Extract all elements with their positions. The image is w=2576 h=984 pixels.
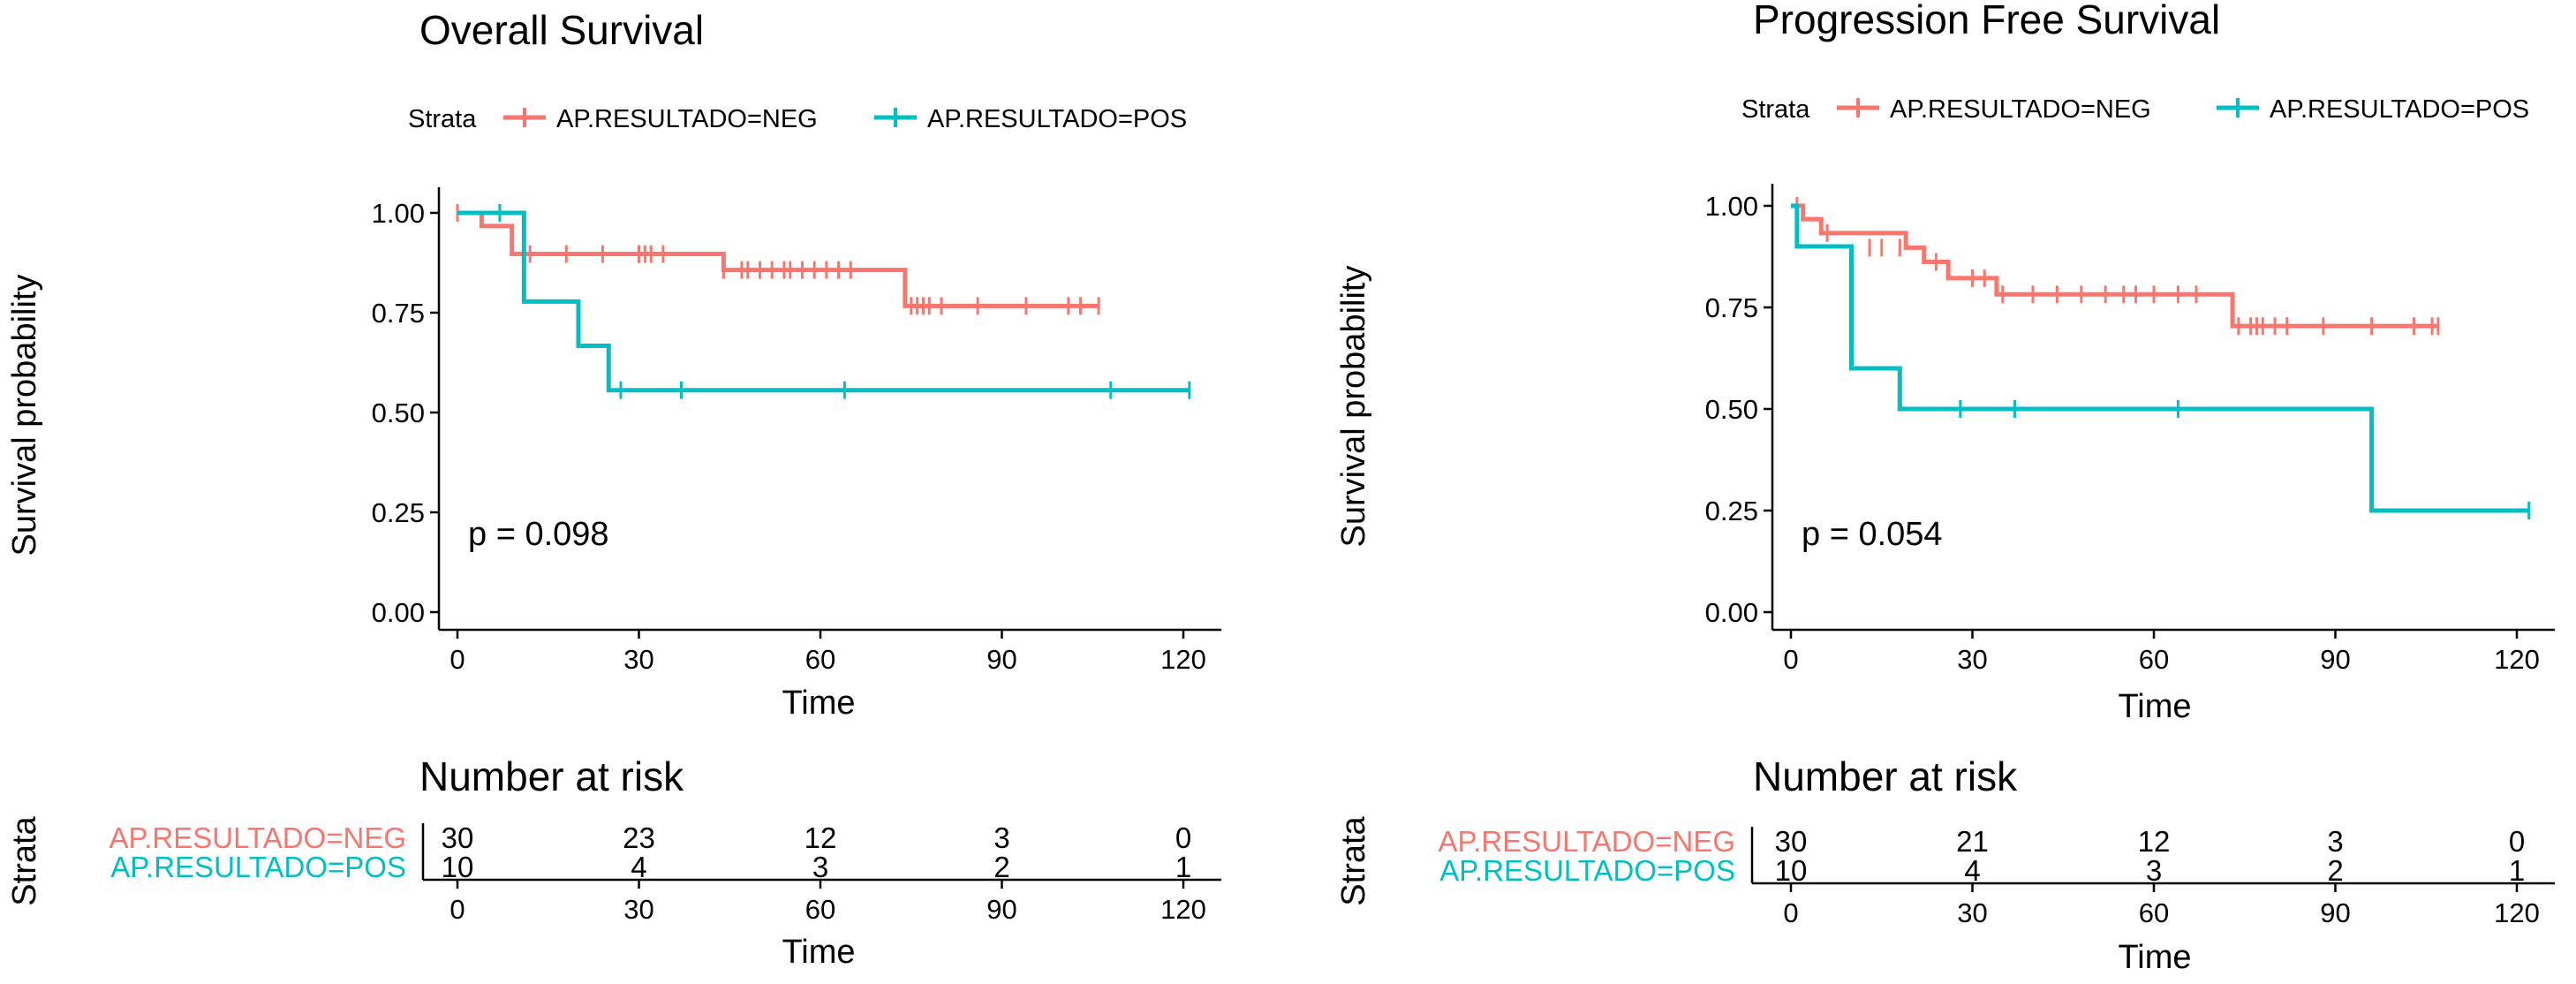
risk-count: 1 (1175, 851, 1191, 883)
risk-x-tick-label: 120 (1160, 894, 1206, 925)
panel-2-legend-pos-label: AP.RESULTADO=POS (2270, 95, 2529, 124)
risk-x-tick-label: 30 (1957, 897, 1987, 928)
y-tick-label: 0.75 (1705, 292, 1758, 323)
panel-2-legend-title: Strata (1741, 95, 1810, 124)
panel-2-risk-y-label: Strata (1335, 815, 1372, 905)
risk-count: 0 (2509, 825, 2525, 858)
panel-1-risk-row-pos-label: AP.RESULTADO=POS (110, 851, 406, 883)
x-tick-label: 30 (623, 644, 653, 675)
panel-1-curves (456, 204, 1191, 399)
risk-x-tick-label: 90 (2320, 897, 2350, 928)
risk-x-tick-label: 90 (986, 894, 1016, 925)
risk-x-tick-label: 120 (2494, 897, 2540, 928)
risk-count: 2 (2327, 854, 2343, 887)
panel-1-legend: Strata AP.RESULTADO=NEG AP.RESULTADO=POS (408, 105, 1187, 133)
panel-2-curves (1791, 197, 2531, 519)
risk-count: 12 (805, 821, 837, 854)
panel-2-p-value: p = 0.054 (1802, 516, 1943, 553)
y-tick-label: 0.75 (372, 298, 425, 329)
panel-1-risk-table: Number at risk Strata AP.RESULTADO=NEG A… (6, 753, 1221, 971)
panel-1-title: Overall Survival (419, 7, 704, 53)
risk-count: 3 (2327, 825, 2343, 858)
y-tick-label: 0.50 (372, 397, 425, 428)
risk-count: 4 (1964, 854, 1980, 887)
panel-2-legend-neg-label: AP.RESULTADO=NEG (1890, 95, 2151, 124)
x-tick-label: 120 (1160, 644, 1206, 675)
panel-1-risk-row-neg-label: AP.RESULTADO=NEG (109, 821, 406, 854)
x-tick-label: 90 (2320, 644, 2350, 675)
panel-2-title: Progression Free Survival (1753, 0, 2220, 42)
x-tick-label: 60 (2139, 644, 2169, 675)
x-tick-label: 30 (1957, 644, 1987, 675)
panel-1-legend-pos-label: AP.RESULTADO=POS (927, 105, 1187, 133)
panel-2-x-label: Time (2118, 688, 2191, 725)
risk-count: 30 (442, 821, 474, 854)
y-tick-label: 1.00 (372, 198, 425, 229)
x-tick-label: 90 (986, 644, 1016, 675)
panel-1-risk-title: Number at risk (419, 753, 684, 799)
km-curve-neg (457, 210, 1099, 308)
panel-1-risk-x-label: Time (782, 934, 855, 971)
panel-1-risk-y-label: Strata (6, 815, 43, 905)
x-tick-label: 60 (805, 644, 835, 675)
panel-2-risk-title: Number at risk (1753, 753, 2018, 799)
panel-2-risk-x-label: Time (2118, 939, 2191, 976)
risk-count: 10 (442, 851, 474, 883)
risk-count: 12 (2138, 825, 2171, 858)
panel-2-y-label: Survival probability (1335, 266, 1372, 548)
risk-count: 4 (631, 851, 646, 883)
y-tick-label: 0.25 (372, 497, 425, 528)
panel-1-legend-title: Strata (408, 105, 477, 133)
panel-1-risk-cells: 30 23 12 3 010 4 3 2 10 30 60 90 120 (442, 821, 1206, 925)
panel-2-risk-cells: 30 21 12 3 010 4 3 2 10 30 60 90 120 (1775, 825, 2540, 928)
panel-1-y-label: Survival probability (6, 275, 43, 556)
panel-1-y-ticks: 0.00 0.25 0.50 0.75 1.00 (372, 198, 439, 628)
x-tick-label: 0 (1783, 644, 1798, 675)
panel-2-legend: Strata AP.RESULTADO=NEG AP.RESULTADO=POS (1741, 95, 2529, 124)
y-tick-label: 0.25 (1705, 496, 1758, 526)
risk-x-tick-label: 0 (1783, 897, 1798, 928)
panel-1-legend-neg-label: AP.RESULTADO=NEG (556, 105, 818, 133)
risk-x-tick-label: 0 (449, 894, 465, 925)
risk-count: 2 (993, 851, 1009, 883)
x-tick-label: 120 (2494, 644, 2540, 675)
risk-count: 3 (2146, 854, 2162, 887)
risk-x-tick-label: 30 (623, 894, 653, 925)
risk-count: 10 (1775, 854, 1808, 887)
km-curve-pos (1791, 203, 2529, 513)
panel-progression-free-survival: Progression Free Survival Strata AP.RESU… (1335, 0, 2555, 976)
risk-x-tick-label: 60 (805, 894, 835, 925)
risk-count: 0 (1175, 821, 1191, 854)
panel-1-x-label: Time (782, 685, 855, 722)
x-tick-label: 0 (449, 644, 465, 675)
risk-count: 3 (812, 851, 828, 883)
panel-1-p-value: p = 0.098 (468, 516, 609, 553)
panel-2-risk-row-neg-label: AP.RESULTADO=NEG (1438, 825, 1735, 858)
y-tick-label: 1.00 (1705, 191, 1758, 222)
risk-count: 30 (1775, 825, 1808, 858)
panel-1-x-ticks: 0 30 60 90 120 (449, 630, 1206, 675)
risk-count: 23 (623, 821, 655, 854)
panel-2-risk-table: Number at risk Strata AP.RESULTADO=NEG A… (1335, 753, 2555, 976)
panel-overall-survival: Overall Survival Strata AP.RESULTADO=NEG… (6, 7, 1221, 971)
risk-count: 1 (2509, 854, 2525, 887)
risk-count: 3 (993, 821, 1009, 854)
km-curve-neg (1791, 203, 2438, 329)
km-curve-pos (457, 210, 1190, 393)
panel-2-x-ticks: 0 30 60 90 120 (1783, 630, 2540, 675)
risk-count: 21 (1956, 825, 1989, 858)
risk-x-tick-label: 60 (2139, 897, 2169, 928)
y-tick-label: 0.00 (1705, 597, 1758, 628)
panel-2-risk-row-pos-label: AP.RESULTADO=POS (1439, 854, 1735, 887)
panel-2-y-ticks: 0.00 0.25 0.50 0.75 1.00 (1705, 191, 1772, 628)
y-tick-label: 0.00 (372, 597, 425, 628)
y-tick-label: 0.50 (1705, 394, 1758, 425)
